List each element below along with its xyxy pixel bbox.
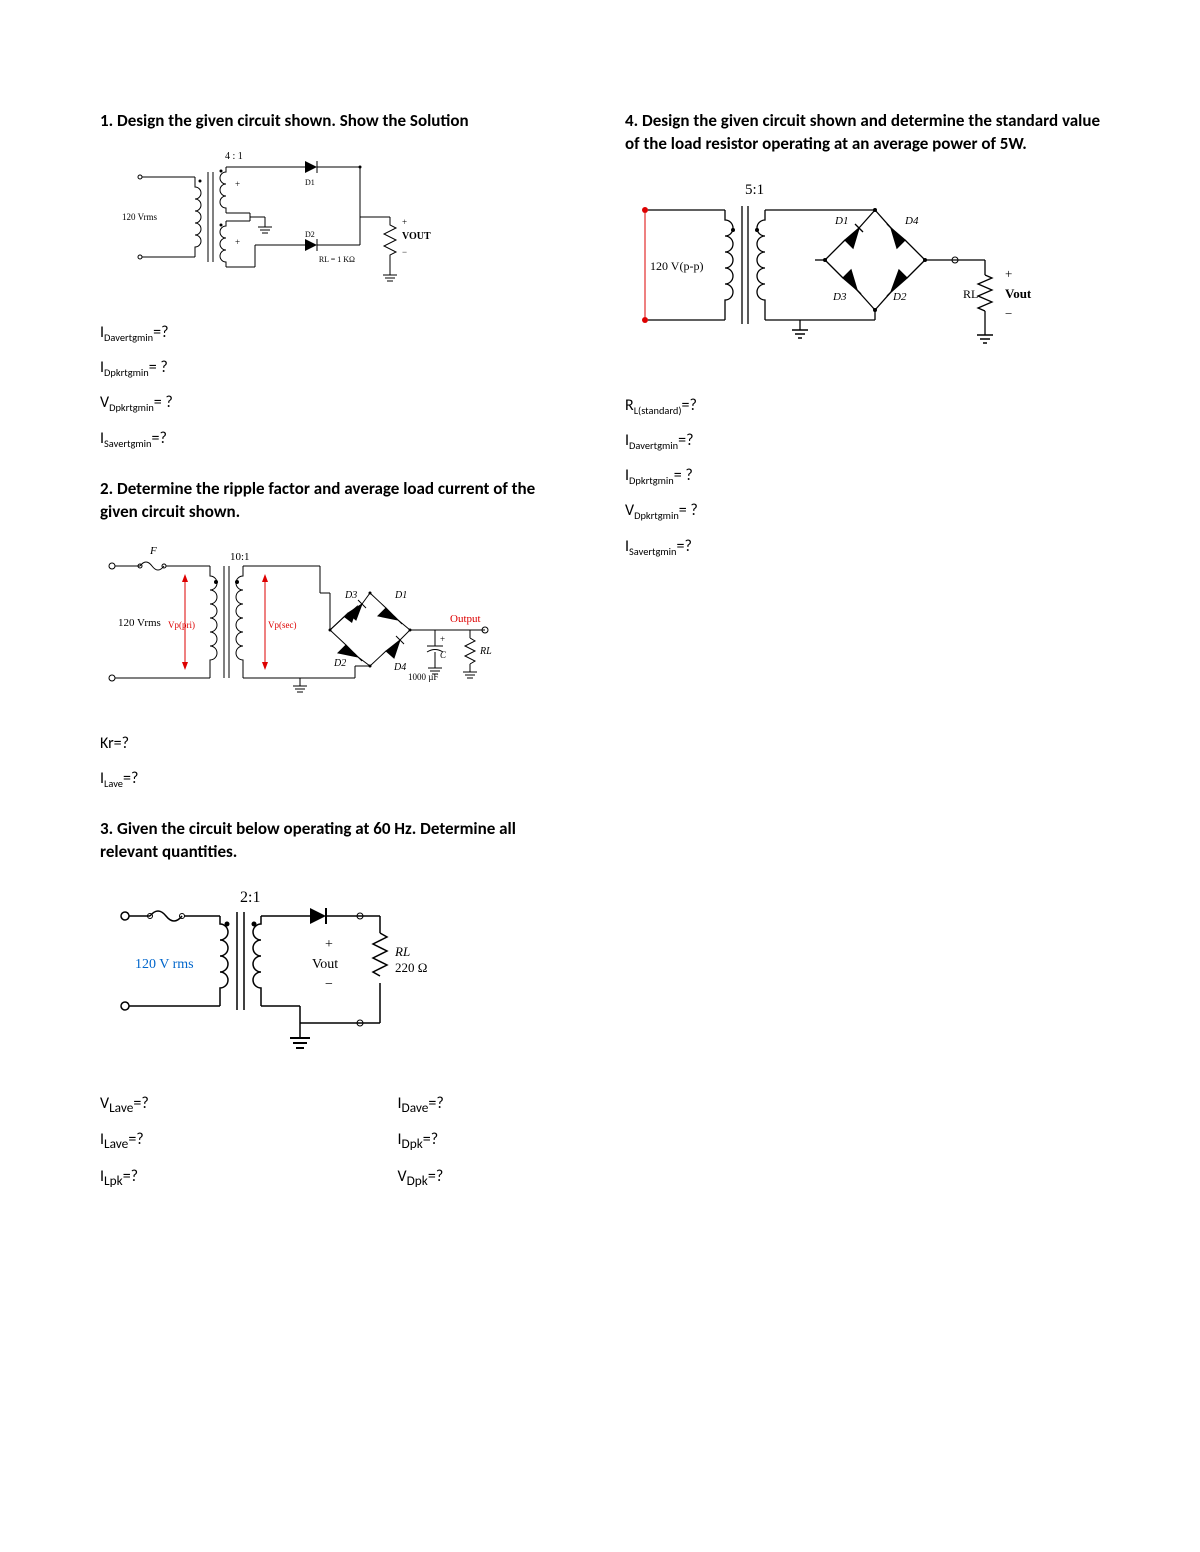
q4-ask-2: IDavertgmin=?	[625, 423, 1100, 458]
q3-ask-l3: ILpk=?	[100, 1167, 138, 1186]
svg-text:Vp(sec): Vp(sec)	[268, 620, 297, 630]
svg-text:+: +	[402, 217, 407, 227]
q3-ask-r1: IDave=?	[398, 1094, 444, 1113]
q3-title: 3. Given the circuit below operating at …	[100, 818, 575, 864]
q1-ask-4: ISavertgmin=?	[100, 421, 575, 456]
q3-ask-l2: ILave=?	[100, 1130, 144, 1149]
q2-asks: Kr=? ILave=?	[100, 726, 575, 796]
svg-text:D1: D1	[305, 178, 315, 187]
q4-ask-3: IDpkrtgmin= ?	[625, 458, 1100, 493]
svg-text:Output: Output	[450, 613, 481, 625]
svg-text:D3: D3	[344, 590, 357, 601]
svg-text:5:1: 5:1	[745, 182, 764, 198]
svg-text:D2: D2	[333, 658, 346, 669]
svg-text:−: −	[1005, 306, 1012, 321]
svg-text:2:1: 2:1	[240, 889, 260, 906]
q2-circuit-svg: F 120 Vrms 10:1 Vp(pri)	[100, 538, 500, 708]
svg-text:RL: RL	[394, 944, 410, 959]
svg-text:10:1: 10:1	[230, 551, 250, 563]
svg-text:D2: D2	[305, 230, 315, 239]
svg-text:120 Vrms: 120 Vrms	[122, 212, 158, 222]
q2-title: 2. Determine the ripple factor and avera…	[100, 478, 575, 524]
svg-text:Vp(pri): Vp(pri)	[168, 620, 195, 630]
svg-text:Vout: Vout	[1005, 286, 1032, 301]
q2-ask-2: ILave=?	[100, 761, 575, 796]
page: 1. Design the given circuit shown. Show …	[0, 0, 1200, 1552]
right-column: 4. Design the given circuit shown and de…	[625, 110, 1100, 1492]
svg-text:+: +	[440, 634, 445, 644]
svg-text:+: +	[1005, 266, 1012, 281]
svg-text:RL: RL	[963, 287, 978, 301]
q1-title: 1. Design the given circuit shown. Show …	[100, 110, 575, 133]
svg-text:+: +	[235, 237, 240, 247]
q3-circuit-svg: 120 V rms 2:1	[100, 878, 430, 1068]
svg-text:−: −	[325, 977, 333, 992]
q1-ask-3: VDpkrtgmin= ?	[100, 385, 575, 420]
svg-text:120 V(p-p): 120 V(p-p)	[650, 259, 703, 273]
q4-ask-1: RL(standard)=?	[625, 388, 1100, 423]
svg-text:RL = 1 KΩ: RL = 1 KΩ	[319, 255, 355, 264]
q3-asks: VLave=? ILave=? ILpk=? IDave=? IDpk=? VD…	[100, 1086, 575, 1196]
svg-text:D3: D3	[832, 291, 847, 303]
q1-circuit-svg: 4 : 1 120 Vrms + +	[100, 147, 440, 297]
svg-text:1000 µF: 1000 µF	[408, 672, 438, 682]
svg-text:120 Vrms: 120 Vrms	[118, 617, 161, 629]
svg-text:D1: D1	[834, 215, 848, 227]
q4-diagram: 120 V(p-p) 5:1	[625, 170, 1100, 370]
q4-asks: RL(standard)=? IDavertgmin=? IDpkrtgmin=…	[625, 388, 1100, 564]
svg-text:F: F	[149, 545, 157, 557]
q3-ask-r2: IDpk=?	[398, 1130, 439, 1149]
q1-asks: IDavertgmin=? IDpkrtgmin= ? VDpkrtgmin= …	[100, 315, 575, 456]
svg-text:D1: D1	[394, 590, 407, 601]
q3-ask-l1: VLave=?	[100, 1094, 149, 1113]
svg-text:VOUT: VOUT	[402, 231, 431, 242]
svg-text:C: C	[440, 650, 447, 660]
q4-circuit-svg: 120 V(p-p) 5:1	[625, 170, 1045, 370]
q4-title: 4. Design the given circuit shown and de…	[625, 110, 1100, 156]
svg-text:120 V rms: 120 V rms	[135, 957, 194, 972]
q3-ask-r3: VDpk=?	[398, 1167, 444, 1186]
q1-ask-1: IDavertgmin=?	[100, 315, 575, 350]
svg-text:D2: D2	[892, 291, 907, 303]
q3-diagram: 120 V rms 2:1	[100, 878, 575, 1068]
svg-text:4 : 1: 4 : 1	[225, 151, 243, 162]
q2-diagram: F 120 Vrms 10:1 Vp(pri)	[100, 538, 575, 708]
q4-ask-5: ISavertgmin=?	[625, 529, 1100, 564]
svg-text:D4: D4	[393, 662, 406, 673]
svg-text:Vout: Vout	[312, 957, 338, 972]
svg-text:RL: RL	[479, 646, 492, 657]
q2-ask-1: Kr=?	[100, 726, 575, 761]
left-column: 1. Design the given circuit shown. Show …	[100, 110, 575, 1492]
q4-ask-4: VDpkrtgmin= ?	[625, 493, 1100, 528]
svg-text:D4: D4	[904, 215, 919, 227]
svg-text:220 Ω: 220 Ω	[395, 960, 427, 975]
svg-text:+: +	[235, 179, 240, 189]
q1-diagram: 4 : 1 120 Vrms + +	[100, 147, 575, 297]
svg-text:+: +	[325, 937, 333, 952]
svg-text:−: −	[402, 247, 407, 257]
q1-ask-2: IDpkrtgmin= ?	[100, 350, 575, 385]
